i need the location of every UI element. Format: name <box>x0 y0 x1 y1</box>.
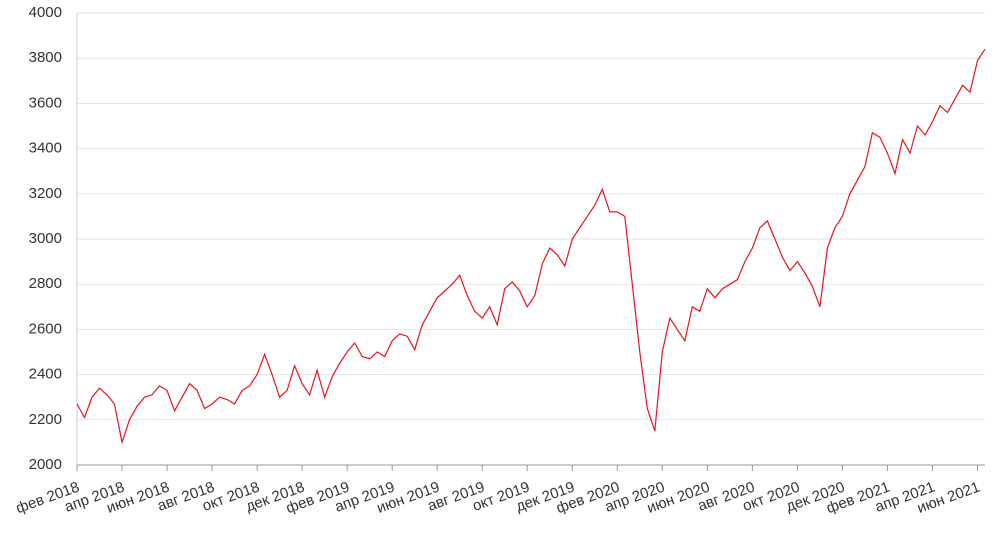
y-tick-label: 2400 <box>29 366 62 383</box>
y-tick-label: 3800 <box>29 49 62 66</box>
y-tick-label: 2800 <box>29 275 62 292</box>
data-line <box>76 48 986 445</box>
y-tick-label: 2200 <box>29 411 62 428</box>
y-tick-label: 3200 <box>29 185 62 202</box>
y-tick-label: 2600 <box>29 320 62 337</box>
y-tick-label: 3600 <box>29 94 62 111</box>
y-tick-label: 3000 <box>29 230 62 247</box>
y-tick-label: 2000 <box>29 456 62 473</box>
y-tick-label: 4000 <box>29 4 62 21</box>
y-tick-label: 3400 <box>29 140 62 157</box>
